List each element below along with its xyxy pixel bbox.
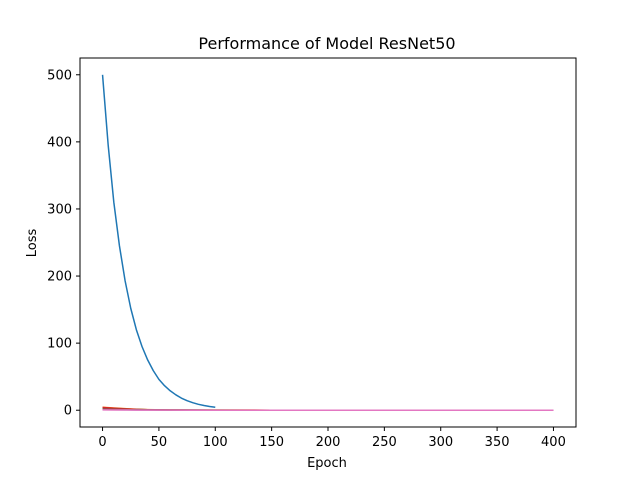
x-tick-label: 350 [485,435,510,450]
y-tick-label: 100 [47,337,72,352]
series-line-0 [101,74,216,408]
y-tick-label: 300 [47,202,72,217]
x-tick-label: 200 [316,435,341,450]
x-tick-label: 50 [151,435,168,450]
chart-title: Performance of Model ResNet50 [198,34,455,53]
x-axis-label: Epoch [307,456,347,471]
x-axis: 0 50 100 150 200 250 300 350 400 [98,427,566,450]
x-tick-label: 0 [98,435,106,450]
y-axis: 0 100 200 300 400 500 [47,68,80,419]
y-tick-label: 400 [47,135,72,150]
x-tick-label: 100 [203,435,228,450]
y-tick-label: 200 [47,270,72,285]
x-tick-label: 150 [259,435,284,450]
y-tick-label: 500 [47,68,72,83]
x-tick-label: 300 [428,435,453,450]
series-layer [101,74,554,411]
x-tick-label: 250 [372,435,397,450]
x-tick-label: 400 [541,435,566,450]
y-axis-label: Loss [25,229,40,258]
y-tick-label: 0 [64,404,72,419]
